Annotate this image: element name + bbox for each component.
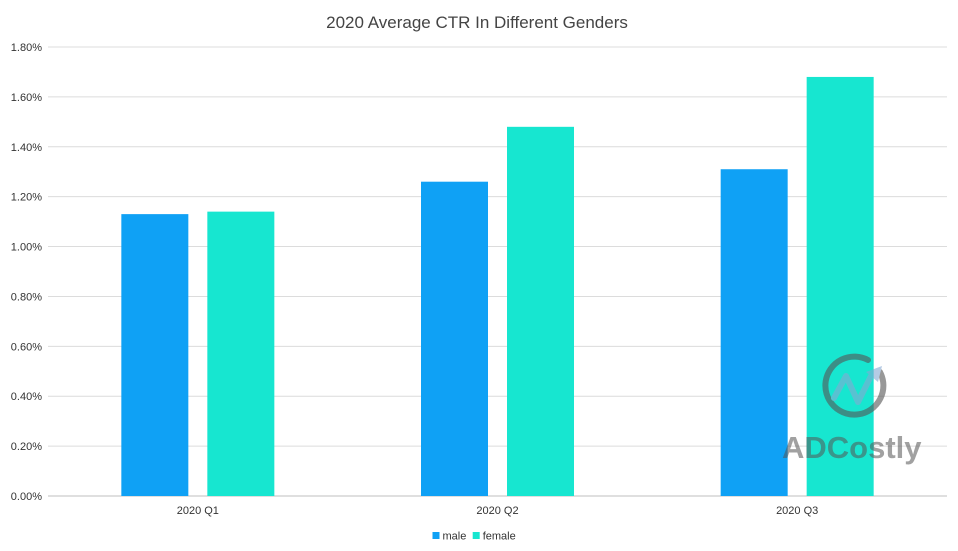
y-tick-label: 0.00% [11,491,42,503]
y-axis-ticks: 0.00% 0.20% 0.40% 0.60% 0.80% 1.00% 1.20% 1.40%… [11,42,42,503]
bars [121,76,874,497]
legend-label-male: male [443,531,467,543]
adcostly-logo-icon [822,353,887,418]
x-axis-ticks: 2020 Q1 2020 Q2 2020 Q3 [177,505,819,517]
x-tick-label: 2020 Q2 [476,505,518,517]
y-tick-label: 1.40% [11,142,42,154]
y-tick-label: 1.00% [11,242,42,254]
bar-male-3 [720,169,788,496]
bar-male-1 [121,214,189,496]
grid-lines [48,46,947,497]
chart-title: 2020 Average CTR In Different Genders [326,13,628,32]
y-tick-label: 0.60% [11,341,42,353]
y-tick-label: 1.20% [11,192,42,204]
bar-female-2 [507,126,574,497]
y-tick-label: 1.80% [11,42,42,54]
bar-female-3 [806,76,874,496]
y-tick-label: 0.80% [11,291,42,303]
watermark-text: ADCostly [782,430,922,465]
y-tick-label: 1.60% [11,92,42,104]
x-tick-label: 2020 Q1 [177,505,219,517]
legend-swatch-male [432,532,440,539]
watermark: ADCostly [782,353,922,465]
bar-male-2 [421,181,488,496]
bar-female-1 [207,211,275,496]
y-tick-label: 0.20% [11,441,42,453]
legend: male female [432,531,516,543]
legend-label-female: female [483,531,516,543]
legend-swatch-female [472,532,480,539]
y-tick-label: 0.40% [11,391,42,403]
x-tick-label: 2020 Q3 [776,505,818,517]
